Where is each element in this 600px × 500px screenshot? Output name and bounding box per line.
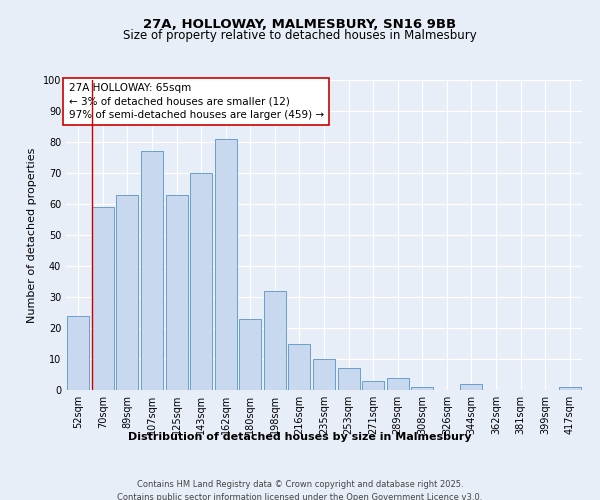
Bar [67, 316, 89, 390]
Text: Size of property relative to detached houses in Malmesbury: Size of property relative to detached ho… [123, 29, 477, 42]
Text: Contains HM Land Registry data © Crown copyright and database right 2025.
Contai: Contains HM Land Registry data © Crown c… [118, 480, 482, 500]
Text: 27A, HOLLOWAY, MALMESBURY, SN16 9BB: 27A, HOLLOWAY, MALMESBURY, SN16 9BB [143, 18, 457, 30]
Bar [92, 207, 114, 390]
Bar [289, 344, 310, 390]
Bar [141, 152, 163, 390]
Bar [411, 387, 433, 390]
Text: 27A HOLLOWAY: 65sqm
← 3% of detached houses are smaller (12)
97% of semi-detache: 27A HOLLOWAY: 65sqm ← 3% of detached hou… [68, 83, 324, 120]
Bar [116, 194, 139, 390]
Y-axis label: Number of detached properties: Number of detached properties [27, 148, 37, 322]
Bar [338, 368, 359, 390]
Text: Distribution of detached houses by size in Malmesbury: Distribution of detached houses by size … [128, 432, 472, 442]
Bar [460, 384, 482, 390]
Bar [559, 387, 581, 390]
Bar [313, 359, 335, 390]
Bar [215, 139, 237, 390]
Bar [264, 291, 286, 390]
Bar [166, 194, 188, 390]
Bar [386, 378, 409, 390]
Bar [362, 380, 384, 390]
Bar [239, 318, 262, 390]
Bar [190, 173, 212, 390]
